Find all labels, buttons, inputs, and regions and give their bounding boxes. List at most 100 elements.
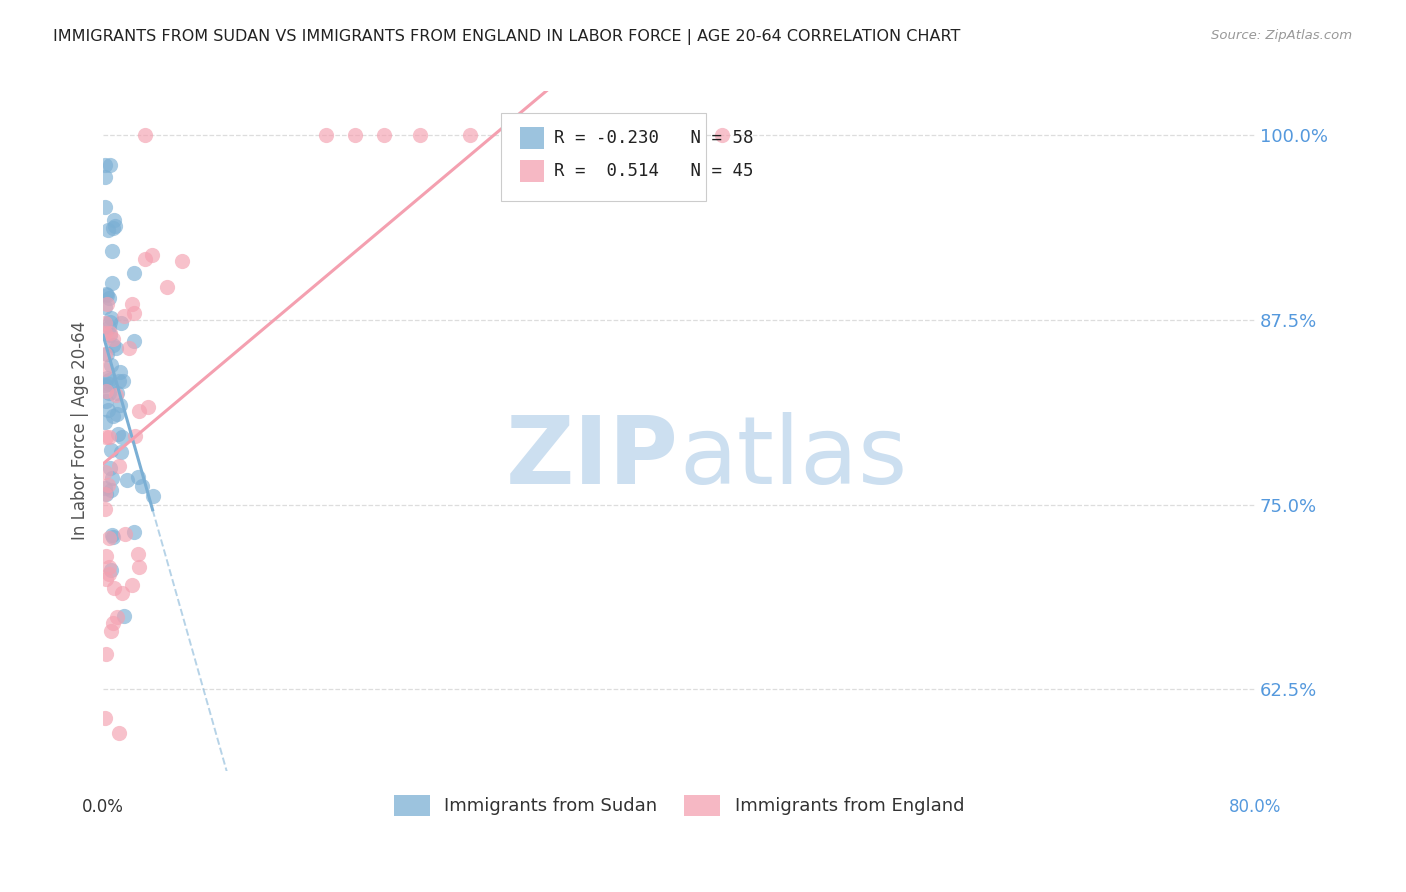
- Point: [124, 428, 146, 442]
- Point: [101, 530, 124, 544]
- Point: [96, 572, 118, 586]
- Point: [108, 365, 131, 379]
- Point: [98, 320, 121, 334]
- Point: [93, 711, 115, 725]
- Point: [128, 560, 150, 574]
- Point: [122, 524, 145, 539]
- Point: [111, 374, 134, 388]
- Point: [97, 477, 120, 491]
- Point: [97, 560, 120, 574]
- Point: [711, 128, 734, 143]
- Point: [172, 254, 194, 268]
- Point: [97, 531, 120, 545]
- Point: [98, 373, 121, 387]
- Point: [136, 401, 159, 415]
- Point: [98, 386, 121, 401]
- Point: [134, 252, 156, 266]
- Point: [110, 445, 132, 459]
- Point: [142, 489, 165, 503]
- Point: [100, 483, 122, 497]
- Point: [100, 562, 122, 576]
- Point: [94, 377, 117, 392]
- Point: [103, 332, 125, 346]
- Point: [107, 458, 129, 473]
- Point: [98, 158, 121, 172]
- Point: [96, 647, 118, 661]
- Point: [96, 549, 118, 563]
- Point: [128, 404, 150, 418]
- Point: [101, 615, 124, 630]
- Point: [100, 310, 122, 325]
- Point: [100, 471, 122, 485]
- Text: 80.0%: 80.0%: [1229, 797, 1281, 816]
- Point: [131, 478, 153, 492]
- Legend: Immigrants from Sudan, Immigrants from England: Immigrants from Sudan, Immigrants from E…: [387, 788, 972, 822]
- Point: [97, 430, 120, 444]
- Point: [94, 287, 117, 301]
- Point: [93, 465, 115, 479]
- Point: [93, 326, 115, 340]
- Point: [98, 326, 121, 340]
- Point: [93, 170, 115, 185]
- Point: [101, 527, 124, 541]
- Point: [553, 128, 575, 143]
- Point: [98, 376, 121, 391]
- Point: [97, 567, 120, 582]
- Point: [93, 481, 115, 495]
- Point: [110, 316, 132, 330]
- Point: [112, 309, 135, 323]
- Point: [121, 297, 143, 311]
- Point: [141, 248, 163, 262]
- Point: [101, 276, 124, 290]
- Point: [122, 266, 145, 280]
- Point: [94, 430, 117, 444]
- Point: [98, 315, 121, 329]
- Point: [93, 317, 115, 331]
- Point: [100, 624, 122, 638]
- Point: [104, 388, 127, 402]
- Point: [114, 527, 136, 541]
- Point: [96, 347, 118, 361]
- Point: [101, 338, 124, 352]
- Point: [105, 341, 128, 355]
- Point: [373, 128, 395, 143]
- Point: [409, 128, 432, 143]
- Point: [96, 288, 118, 302]
- Point: [97, 291, 120, 305]
- Point: [134, 128, 156, 143]
- Point: [127, 547, 149, 561]
- Point: [96, 370, 118, 384]
- Text: 0.0%: 0.0%: [82, 797, 124, 816]
- Text: ZIP: ZIP: [506, 412, 679, 504]
- Point: [98, 327, 121, 342]
- Y-axis label: In Labor Force | Age 20-64: In Labor Force | Age 20-64: [72, 321, 89, 541]
- Point: [105, 610, 128, 624]
- Point: [127, 470, 149, 484]
- Point: [108, 398, 131, 412]
- Text: R =  0.514   N = 45: R = 0.514 N = 45: [554, 162, 754, 180]
- Point: [156, 280, 179, 294]
- Point: [93, 200, 115, 214]
- Text: R = -0.230   N = 58: R = -0.230 N = 58: [554, 128, 754, 147]
- Point: [122, 306, 145, 320]
- Point: [108, 374, 131, 388]
- Point: [96, 486, 118, 500]
- Point: [93, 300, 115, 314]
- Point: [97, 222, 120, 236]
- Point: [103, 581, 125, 595]
- Point: [96, 402, 118, 417]
- Point: [93, 486, 115, 500]
- Point: [115, 473, 138, 487]
- Point: [94, 362, 117, 376]
- Point: [100, 442, 122, 457]
- Point: [108, 726, 131, 740]
- Point: [94, 393, 117, 408]
- Point: [103, 212, 125, 227]
- Point: [103, 221, 125, 235]
- Point: [101, 244, 124, 258]
- Point: [104, 219, 127, 233]
- Point: [96, 297, 118, 311]
- Point: [93, 415, 115, 429]
- Point: [100, 358, 122, 372]
- Point: [107, 407, 129, 421]
